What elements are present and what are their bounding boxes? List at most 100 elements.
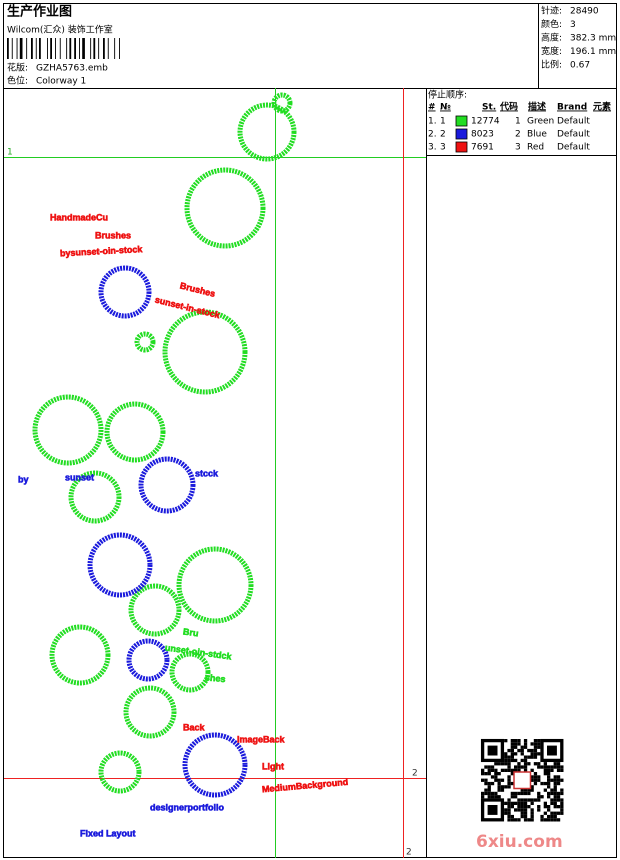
qr-cell — [481, 768, 485, 772]
qr-cell — [537, 791, 541, 796]
qr-cell — [543, 762, 547, 766]
qr-cell — [530, 748, 534, 753]
qr-cell — [504, 762, 508, 766]
qr-cell — [520, 788, 524, 792]
bar — [16, 38, 18, 59]
qr-cell — [523, 811, 528, 815]
qr-cell — [487, 765, 491, 769]
face — [68, 470, 122, 524]
bow — [271, 92, 293, 114]
guides — [4, 88, 426, 858]
bar — [50, 38, 52, 59]
bar — [19, 38, 23, 59]
bar — [35, 38, 37, 59]
qr-logo — [513, 771, 532, 790]
qr-cell — [543, 811, 547, 815]
qr-cell — [500, 768, 505, 772]
qr-cell — [530, 768, 534, 772]
qr-cell — [497, 778, 501, 782]
row-number: 1 — [440, 117, 446, 127]
qr-cell — [507, 811, 511, 815]
qr-cell — [556, 781, 561, 786]
qr-cell — [527, 762, 531, 766]
qr-cell — [523, 762, 528, 766]
face — [184, 167, 266, 249]
qr-cell — [514, 808, 518, 812]
bar — [26, 38, 28, 59]
qr-cell — [530, 811, 534, 815]
qr-cell — [507, 778, 511, 782]
bar — [98, 38, 100, 59]
qr-cell — [507, 798, 511, 802]
qr-cell — [504, 808, 508, 812]
qr-cell — [481, 791, 485, 796]
qr-cell — [530, 801, 534, 805]
qr-cell — [550, 814, 554, 819]
qr-cell — [553, 814, 557, 819]
column-header: 代码 — [499, 101, 518, 113]
qr-cell — [530, 778, 534, 782]
leaf — [134, 331, 156, 353]
qr-cell — [507, 765, 511, 769]
qr-cell — [520, 814, 524, 819]
qr-cell — [553, 785, 557, 789]
bar — [93, 38, 96, 59]
bar — [7, 38, 9, 59]
face — [169, 651, 211, 693]
qr-cell — [560, 801, 564, 805]
qr-cell — [510, 745, 514, 749]
column-header: № — [440, 103, 451, 113]
qr-cell — [550, 798, 554, 802]
qr-cell — [510, 795, 514, 799]
qr-cell — [533, 748, 538, 753]
qr-cell — [560, 811, 564, 815]
qr-cell — [481, 778, 485, 782]
qr-cell — [504, 739, 508, 743]
qr-cell — [490, 768, 495, 772]
qr-cell — [553, 795, 557, 799]
face — [126, 638, 170, 682]
qr-cell — [514, 791, 518, 796]
qr-cell — [490, 765, 495, 769]
qr-cell — [514, 795, 518, 799]
qr-cell — [547, 768, 551, 772]
qr-cell — [533, 775, 538, 779]
row-brand: Default — [557, 117, 590, 127]
qr-cell — [530, 755, 534, 759]
design-text: sunset-in-stock — [154, 295, 222, 321]
face — [128, 583, 182, 637]
qr-cell — [494, 791, 498, 796]
stat-value: 382.3 mm — [570, 34, 616, 44]
qr-cell — [540, 781, 544, 786]
column-header: St. — [482, 103, 496, 113]
qr-cell — [514, 818, 518, 822]
qr-cell — [550, 811, 554, 815]
qr-cell — [510, 752, 514, 756]
qr-cell — [497, 795, 501, 799]
row-description: Blue — [527, 130, 547, 140]
qr-cell — [523, 808, 528, 812]
qr-cell — [507, 808, 511, 812]
qr-cell — [553, 788, 557, 792]
qr-cell — [547, 805, 551, 809]
qr-cell — [537, 762, 541, 766]
qr-cell — [510, 772, 514, 776]
qr-cell — [507, 814, 511, 819]
qr-cell — [514, 745, 518, 749]
bar — [114, 38, 116, 59]
qr-cell — [527, 755, 531, 759]
qr-cell — [553, 805, 557, 809]
design-file-label: 花版: — [7, 62, 28, 74]
bar — [47, 38, 48, 59]
qr-cell — [556, 791, 561, 796]
face — [49, 624, 111, 686]
qr-cell — [514, 801, 518, 805]
qr-cell — [517, 739, 521, 743]
face — [176, 546, 254, 624]
qr-cell — [507, 785, 511, 789]
qr-cell — [517, 818, 521, 822]
qr-cell — [523, 745, 528, 749]
title: 生产作业图 — [7, 4, 72, 20]
qr-cell — [560, 791, 564, 796]
